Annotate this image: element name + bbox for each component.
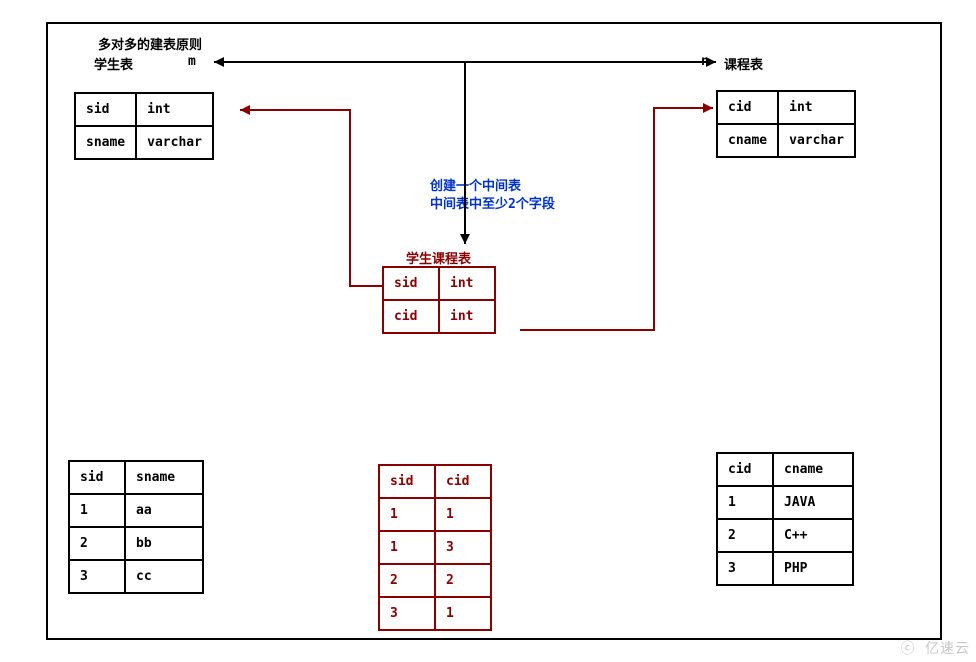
- table-row: 1 1: [379, 498, 491, 531]
- field-type: int: [439, 267, 495, 300]
- table-row: 1 JAVA: [717, 486, 853, 519]
- field-name: sname: [75, 126, 136, 159]
- field-type: int: [439, 300, 495, 333]
- col-header: cid: [717, 453, 773, 486]
- note-line1: 创建一个中间表: [430, 178, 555, 196]
- course-schema-table: cid int cname varchar: [716, 90, 856, 158]
- table-row: sid cid: [379, 465, 491, 498]
- cell: JAVA: [773, 486, 853, 519]
- cell: 3: [69, 560, 125, 593]
- watermark: ⓒ 亿速云: [901, 638, 970, 658]
- cell: PHP: [773, 552, 853, 585]
- col-header: cname: [773, 453, 853, 486]
- field-type: varchar: [136, 126, 213, 159]
- field-name: sid: [75, 93, 136, 126]
- table-row: cid cname: [717, 453, 853, 486]
- student-title: 学生表: [94, 54, 133, 73]
- col-header: sname: [125, 461, 203, 494]
- m-label: m: [188, 54, 196, 69]
- cell: 2: [717, 519, 773, 552]
- cell: 2: [435, 564, 491, 597]
- course-data-table: cid cname 1 JAVA 2 C++ 3 PHP: [716, 452, 854, 586]
- field-name: sid: [383, 267, 439, 300]
- cell: 2: [379, 564, 435, 597]
- student-data-table: sid sname 1 aa 2 bb 3 cc: [68, 460, 204, 594]
- field-name: cid: [383, 300, 439, 333]
- cell: 1: [379, 498, 435, 531]
- middle-data-table: sid cid 1 1 1 3 2 2 3 1: [378, 464, 492, 631]
- table-row: 2 C++: [717, 519, 853, 552]
- n-label: n: [701, 54, 709, 69]
- table-row: cid int: [383, 300, 495, 333]
- cell: C++: [773, 519, 853, 552]
- note-line2: 中间表中至少2个字段: [430, 196, 555, 214]
- cell: 1: [379, 531, 435, 564]
- cell: 1: [435, 498, 491, 531]
- field-name: cid: [717, 91, 778, 124]
- table-row: 3 1: [379, 597, 491, 630]
- table-row: cid int: [717, 91, 855, 124]
- field-name: cname: [717, 124, 778, 157]
- table-row: 2 2: [379, 564, 491, 597]
- col-header: sid: [69, 461, 125, 494]
- table-row: 2 bb: [69, 527, 203, 560]
- cell: 3: [379, 597, 435, 630]
- table-row: cname varchar: [717, 124, 855, 157]
- field-type: int: [778, 91, 855, 124]
- cell: 1: [435, 597, 491, 630]
- middle-title: 学生课程表: [406, 248, 471, 267]
- student-schema-table: sid int sname varchar: [74, 92, 214, 160]
- page-title: 多对多的建表原则: [98, 34, 202, 53]
- table-row: sid sname: [69, 461, 203, 494]
- table-row: sid int: [383, 267, 495, 300]
- middle-schema-table: sid int cid int: [382, 266, 496, 334]
- cell: 3: [435, 531, 491, 564]
- diagram-canvas: 多对多的建表原则 学生表 m sid int sname varchar n 课…: [0, 0, 976, 662]
- table-row: sname varchar: [75, 126, 213, 159]
- course-title: 课程表: [724, 54, 763, 73]
- cell: 2: [69, 527, 125, 560]
- middle-note: 创建一个中间表 中间表中至少2个字段: [430, 178, 555, 214]
- cell: 3: [717, 552, 773, 585]
- cell: aa: [125, 494, 203, 527]
- cell: 1: [717, 486, 773, 519]
- col-header: sid: [379, 465, 435, 498]
- cell: cc: [125, 560, 203, 593]
- table-row: 3 cc: [69, 560, 203, 593]
- field-type: int: [136, 93, 213, 126]
- table-row: 1 aa: [69, 494, 203, 527]
- table-row: sid int: [75, 93, 213, 126]
- cell: 1: [69, 494, 125, 527]
- field-type: varchar: [778, 124, 855, 157]
- col-header: cid: [435, 465, 491, 498]
- table-row: 3 PHP: [717, 552, 853, 585]
- table-row: 1 3: [379, 531, 491, 564]
- cell: bb: [125, 527, 203, 560]
